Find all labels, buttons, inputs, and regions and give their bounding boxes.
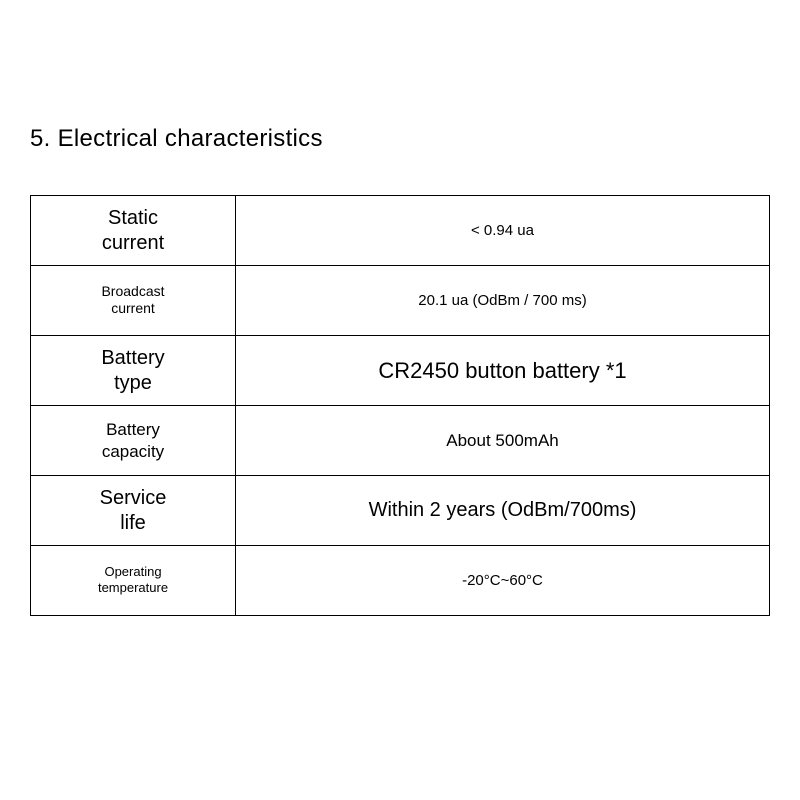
spec-label-line2: current xyxy=(102,232,164,254)
spec-label-cell: Static current xyxy=(31,196,236,266)
spec-label-line1: Static xyxy=(108,207,158,229)
section-heading: 5. Electrical characteristics xyxy=(30,125,770,153)
spec-value: < 0.94 ua xyxy=(471,222,534,239)
spec-label-line1: Broadcast xyxy=(101,283,164,299)
spec-label-line2: temperature xyxy=(98,580,168,595)
spec-label-line2: current xyxy=(111,300,155,316)
spec-label-line2: life xyxy=(120,512,146,534)
spec-value-cell: < 0.94 ua xyxy=(236,196,770,266)
spec-label-cell: Broadcast current xyxy=(31,266,236,336)
spec-value-cell: CR2450 button battery *1 xyxy=(236,336,770,406)
spec-value-cell: 20.1 ua (OdBm / 700 ms) xyxy=(236,266,770,336)
spec-value-cell: About 500mAh xyxy=(236,406,770,476)
spec-table: Static current < 0.94 ua Broadcast curre… xyxy=(30,195,770,616)
spec-value: -20°C~60°C xyxy=(462,572,543,589)
spec-label-line2: type xyxy=(114,372,152,394)
spec-value-cell: -20°C~60°C xyxy=(236,546,770,616)
table-row: Static current < 0.94 ua xyxy=(31,196,770,266)
spec-value: Within 2 years (OdBm/700ms) xyxy=(369,499,637,522)
table-row: Broadcast current 20.1 ua (OdBm / 700 ms… xyxy=(31,266,770,336)
spec-label-cell: Battery type xyxy=(31,336,236,406)
spec-label-cell: Operating temperature xyxy=(31,546,236,616)
spec-label-line1: Battery xyxy=(101,347,164,369)
spec-value-cell: Within 2 years (OdBm/700ms) xyxy=(236,476,770,546)
spec-label-cell: Service life xyxy=(31,476,236,546)
table-row: Battery type CR2450 button battery *1 xyxy=(31,336,770,406)
spec-label-line1: Operating xyxy=(104,564,161,579)
spec-value: 20.1 ua (OdBm / 700 ms) xyxy=(418,292,586,309)
spec-label-line1: Battery xyxy=(106,420,160,439)
spec-value: About 500mAh xyxy=(446,431,558,451)
spec-value: CR2450 button battery *1 xyxy=(378,358,626,384)
table-row: Operating temperature -20°C~60°C xyxy=(31,546,770,616)
spec-label-cell: Battery capacity xyxy=(31,406,236,476)
table-row: Battery capacity About 500mAh xyxy=(31,406,770,476)
spec-label-line1: Service xyxy=(100,487,167,509)
spec-sheet-section: 5. Electrical characteristics Static cur… xyxy=(0,0,800,616)
spec-label-line2: capacity xyxy=(102,442,164,461)
table-row: Service life Within 2 years (OdBm/700ms) xyxy=(31,476,770,546)
